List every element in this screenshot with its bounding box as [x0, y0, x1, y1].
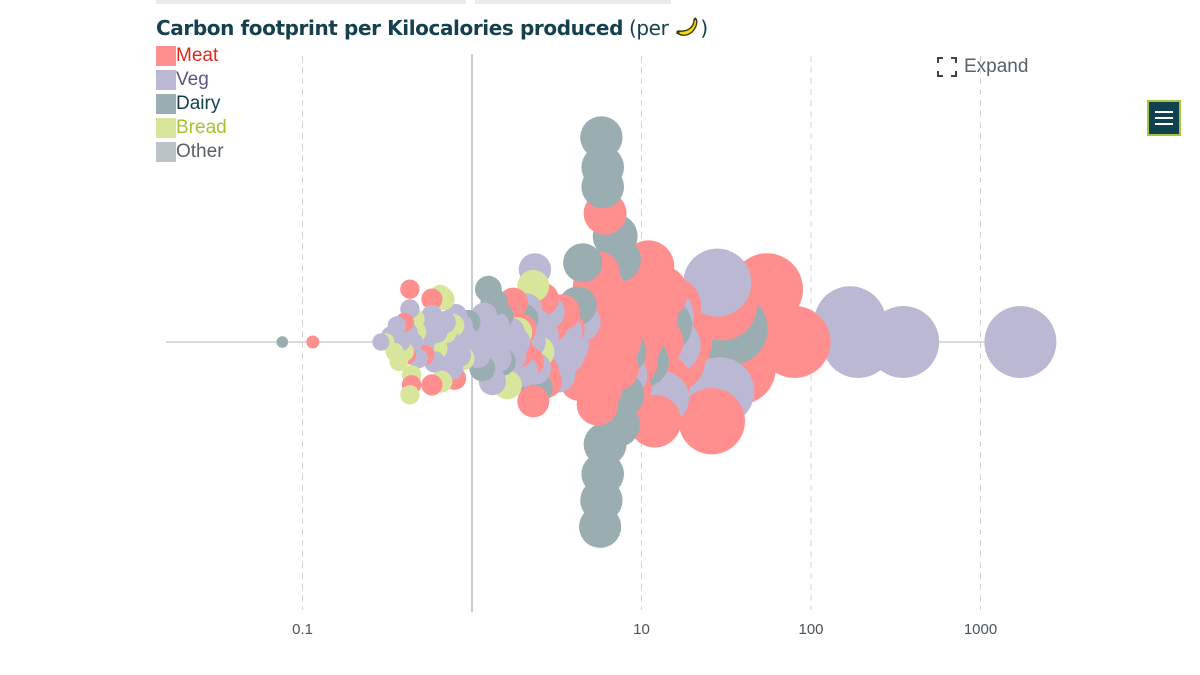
- chart-title-main: Carbon footprint per Kilocalories produc…: [156, 16, 623, 40]
- legend-swatch: [156, 46, 176, 66]
- legend-label: Other: [176, 141, 224, 162]
- data-point-meat: [628, 394, 682, 448]
- data-point-meat: [421, 374, 443, 396]
- legend-label: Meat: [176, 45, 219, 66]
- expand-icon: [937, 57, 957, 77]
- data-point-meat: [421, 288, 443, 310]
- legend-item-bread[interactable]: Bread: [156, 116, 227, 140]
- data-point-veg: [814, 286, 887, 359]
- legend-label: Veg: [176, 69, 209, 90]
- legend: Meat Veg Dairy Bread Other: [156, 44, 227, 164]
- legend-swatch: [156, 142, 176, 162]
- data-point-meat: [400, 279, 420, 299]
- legend-label: Dairy: [176, 93, 221, 114]
- legend-item-meat[interactable]: Meat: [156, 44, 227, 68]
- legend-item-other[interactable]: Other: [156, 140, 227, 164]
- data-point-dairy: [580, 116, 623, 159]
- data-point-bread: [400, 385, 420, 405]
- data-point-dairy: [475, 275, 502, 303]
- data-point-meat: [678, 388, 745, 455]
- x-tick-label: 1000: [964, 621, 997, 638]
- chart-title-unit-suffix: ): [700, 16, 708, 40]
- data-point-meat: [758, 306, 831, 378]
- data-point-meat: [306, 335, 320, 349]
- top-tab-left[interactable]: [156, 0, 466, 4]
- x-tick-label: 0.1: [292, 621, 313, 638]
- data-point-veg: [984, 306, 1057, 378]
- legend-swatch: [156, 94, 176, 114]
- legend-item-veg[interactable]: Veg: [156, 68, 227, 92]
- data-point-dairy: [563, 243, 603, 283]
- data-point-veg: [372, 333, 390, 351]
- x-tick-label: 100: [798, 621, 823, 638]
- menu-button[interactable]: [1147, 100, 1181, 136]
- data-point-meat: [517, 385, 550, 418]
- banana-icon: [674, 16, 700, 40]
- top-tab-right[interactable]: [475, 0, 671, 4]
- chart-title: Carbon footprint per Kilocalories produc…: [156, 16, 708, 40]
- legend-label: Bread: [176, 117, 227, 138]
- hamburger-icon: [1155, 111, 1173, 125]
- data-point-dairy: [579, 505, 622, 548]
- data-point-dairy: [581, 165, 624, 209]
- chart-title-unit-prefix: (per: [628, 16, 675, 40]
- legend-swatch: [156, 70, 176, 90]
- legend-item-dairy[interactable]: Dairy: [156, 92, 227, 116]
- x-tick-label: 10: [633, 621, 650, 638]
- data-point-dairy: [276, 336, 289, 348]
- legend-swatch: [156, 118, 176, 138]
